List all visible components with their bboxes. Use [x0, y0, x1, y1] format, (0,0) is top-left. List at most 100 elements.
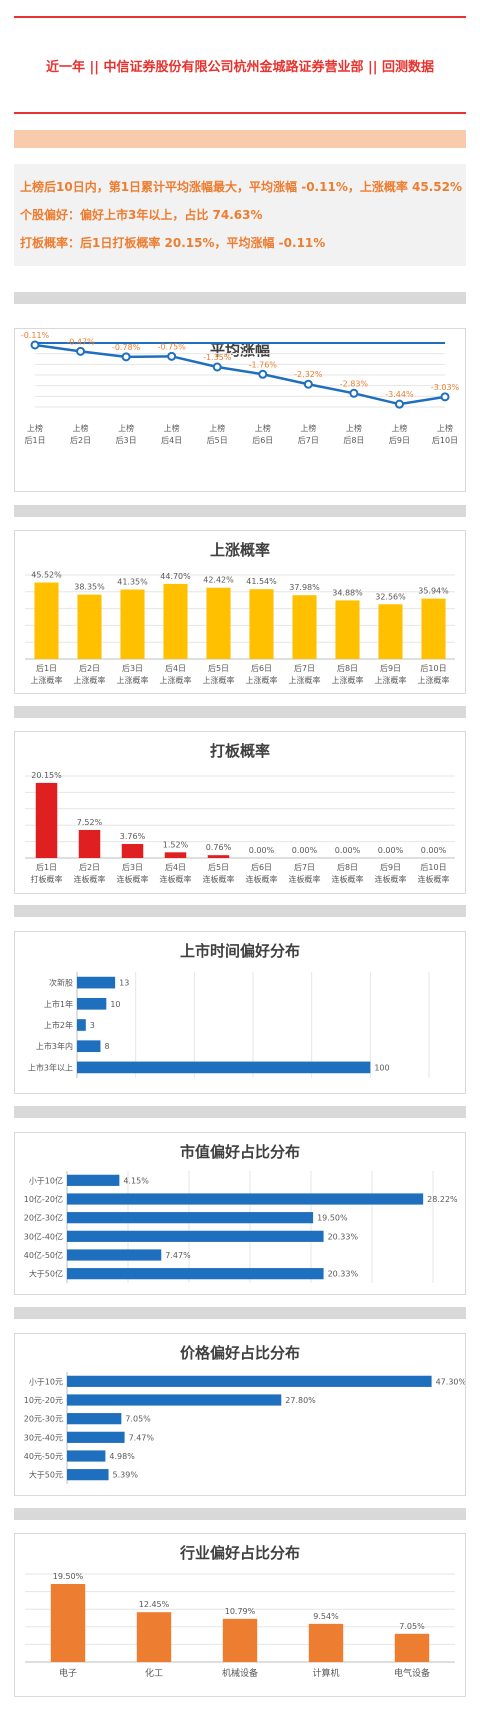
bar: [67, 1431, 125, 1443]
data-label: -0.47%: [66, 337, 95, 346]
section-divider: [14, 1106, 466, 1118]
x-tick-label: 上涨概率: [375, 675, 407, 685]
x-tick-label: 后7日: [294, 663, 315, 673]
bar: [78, 829, 101, 858]
bar: [67, 1268, 324, 1280]
y-tick-label: 10元-20元: [24, 1396, 63, 1405]
bar: [77, 997, 107, 1010]
data-label: 32.56%: [375, 592, 406, 601]
listing-time-chart-title: 上市时间偏好分布: [179, 942, 300, 960]
bar: [67, 1193, 424, 1205]
bar: [77, 594, 102, 659]
x-tick-label: 后10日: [420, 862, 446, 872]
bar: [335, 600, 360, 659]
data-label: 7.05%: [125, 1415, 151, 1424]
x-tick-label: 后1日: [36, 862, 57, 872]
price-chart-title: 价格偏好占比分布: [179, 1344, 300, 1362]
bar: [207, 855, 230, 858]
section-divider: [14, 292, 466, 304]
x-tick-label: 后7日: [294, 862, 315, 872]
data-label: 20.33%: [328, 1232, 359, 1241]
data-label: 0.00%: [292, 846, 318, 855]
x-tick-label: 后6日: [251, 862, 272, 872]
x-tick-label: 后5日: [208, 862, 229, 872]
data-label: 7.47%: [129, 1433, 155, 1442]
x-tick-label: 后8日: [337, 663, 358, 673]
bar: [67, 1230, 324, 1242]
y-tick-label: 30元-40元: [24, 1433, 63, 1442]
data-label: 5.39%: [113, 1471, 139, 1480]
x-tick-label: 计算机: [312, 1667, 339, 1679]
data-label: -2.83%: [340, 379, 369, 388]
data-point: [258, 369, 268, 379]
bar: [67, 1469, 109, 1481]
y-tick-label: 次新股: [49, 978, 73, 988]
x-tick-label: 后8日: [337, 862, 358, 872]
bar: [35, 782, 58, 858]
data-label: 28.22%: [427, 1195, 458, 1204]
x-tick-label: 后1日: [36, 663, 57, 673]
y-tick-label: 大于50亿: [29, 1269, 63, 1279]
avg-return-chart-title: 平均涨幅: [209, 341, 270, 359]
header-top-rule: [14, 16, 466, 18]
x-tick-label: 连板概率: [246, 874, 278, 884]
x-tick-label: 后9日: [389, 435, 410, 445]
data-label: 0.00%: [335, 846, 361, 855]
section-divider: [14, 505, 466, 517]
x-tick-label: 后4日: [165, 663, 186, 673]
data-label: 41.35%: [117, 578, 148, 587]
limit-up-chart-title: 打板概率: [209, 742, 270, 760]
industry-chart: 19.50% 电子 12.45% 化工 10.79% 机械设备 9.54% 计算机 7.05% 电…: [25, 1572, 455, 1679]
bar: [249, 589, 274, 659]
data-label: 4.98%: [109, 1452, 135, 1461]
x-tick-label: 后2日: [70, 435, 91, 445]
up-probability-chart-panel: 上涨概率 45.52% 后1日 上涨概率 38.35% 后2日 上涨概率 41.35% 后3日…: [14, 530, 466, 694]
x-tick-label: 上涨概率: [31, 675, 63, 685]
data-label: 4.15%: [123, 1176, 149, 1185]
y-tick-label: 上市1年: [44, 999, 73, 1009]
data-point: [349, 388, 359, 398]
x-tick-label: 上涨概率: [160, 675, 192, 685]
data-point: [303, 379, 313, 389]
bar: [67, 1394, 282, 1406]
data-label: 12.45%: [139, 1600, 170, 1609]
limit-up-chart-panel: 打板概率 20.15% 后1日 打板概率 7.52% 后2日 连板概率 3.76% 后3日 连板…: [14, 731, 466, 894]
x-tick-label: 上涨概率: [289, 675, 321, 685]
industry-chart-title: 行业偏好占比分布: [179, 1544, 300, 1562]
y-tick-label: 40元-50元: [24, 1452, 63, 1461]
data-label: 0.00%: [378, 846, 404, 855]
data-label: 44.70%: [160, 572, 191, 581]
data-label: 10: [110, 1000, 120, 1009]
bar: [77, 1061, 371, 1074]
data-label: 1.52%: [163, 840, 189, 849]
data-point: [394, 399, 404, 409]
price-chart: 小于10元 47.30% 10元-20元 27.80% 20元-30元 7.05% 30元-…: [24, 1372, 465, 1484]
x-tick-label: 后4日: [161, 435, 182, 445]
data-label: 38.35%: [74, 583, 105, 592]
x-tick-label: 后6日: [252, 435, 273, 445]
x-tick-label: 后1日: [24, 435, 45, 445]
bar: [222, 1618, 258, 1662]
data-point: [167, 351, 177, 361]
x-tick-label: 后3日: [116, 435, 137, 445]
avg-return-series-line: [34, 343, 446, 406]
market-cap-chart-title: 市值偏好占比分布: [179, 1143, 300, 1161]
market-cap-chart: 小于10亿 4.15% 10亿-20亿 28.22% 20亿-30亿 19.50% 30亿-…: [24, 1171, 458, 1283]
x-tick-label: 上涨概率: [418, 675, 450, 685]
y-tick-label: 上市3年内: [36, 1041, 73, 1051]
bar: [292, 595, 317, 659]
listing-time-chart: 次新股 13 上市1年 10 上市2年 3 上市3年内 8 上市3年以上 100: [28, 972, 430, 1078]
market-cap-chart-panel: 市值偏好占比分布 小于10亿 4.15% 10亿-20亿 28.22% 20亿-30亿 1…: [14, 1132, 466, 1295]
data-label: 20.15%: [31, 771, 62, 780]
section-divider: [14, 1307, 466, 1319]
x-tick-label: 后3日: [122, 862, 143, 872]
data-label: -3.03%: [431, 383, 460, 392]
x-tick-label: 后2日: [79, 862, 100, 872]
section-divider: [14, 1508, 466, 1520]
data-label: -2.32%: [294, 370, 323, 379]
data-label: 19.50%: [53, 1572, 84, 1581]
data-label: 47.30%: [436, 1377, 465, 1386]
data-point: [440, 392, 450, 402]
x-tick-label: 上榜: [209, 423, 225, 433]
